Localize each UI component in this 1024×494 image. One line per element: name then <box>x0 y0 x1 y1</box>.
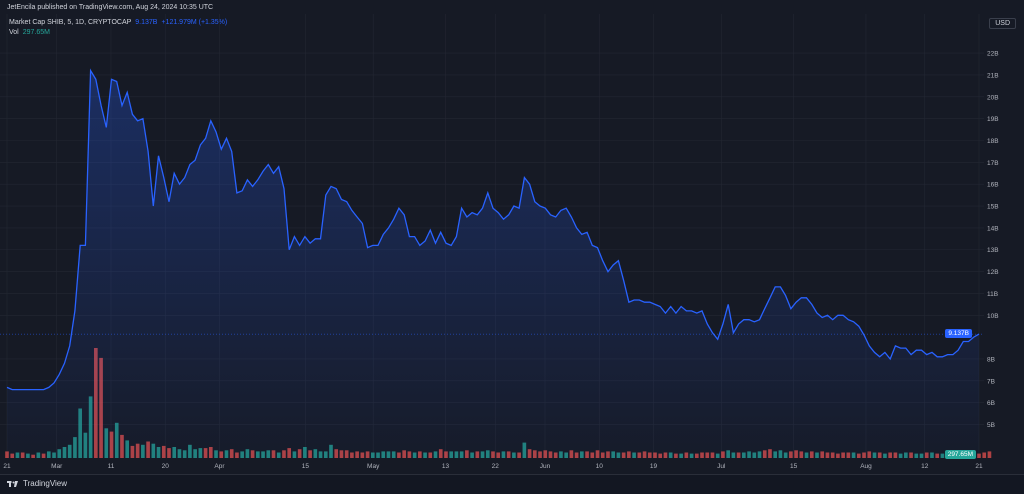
x-tick-label: 12 <box>921 463 929 470</box>
y-tick-label: 7B <box>987 378 995 385</box>
x-tick-label: 20 <box>162 463 170 470</box>
price-area <box>7 70 979 458</box>
chart-area[interactable]: 22B 21B 20B 19B 18B 17B 16B 15B 14B 13B 12B 11B 10B 8… <box>0 14 999 470</box>
x-tick-label: 21 <box>3 463 11 470</box>
volume-bar <box>987 451 992 458</box>
y-tick-label: 22B <box>987 51 999 58</box>
volume-label: Vol <box>9 29 19 36</box>
price-line <box>6 68 980 391</box>
x-tick-label: Jul <box>717 463 726 470</box>
tradingview-logo-icon <box>7 480 18 487</box>
y-tick-label: 20B <box>987 94 999 101</box>
x-tick-label: 19 <box>650 463 658 470</box>
volume-tag: 297.65M <box>944 450 976 459</box>
y-tick-label: 15B <box>987 204 999 211</box>
y-tick-label: 11B <box>987 291 998 298</box>
y-tick-label: 8B <box>987 356 995 363</box>
currency-button[interactable]: USD <box>989 18 1016 29</box>
publisher-text: JetEncila published on TradingView.com, … <box>7 4 214 11</box>
x-tick-label: 21 <box>975 463 983 470</box>
y-tick-label: 10B <box>987 313 999 320</box>
symbol-value: 9.137B <box>135 19 158 26</box>
symbol-change: +121.979M (+1.35%) <box>161 19 228 26</box>
last-price-tag: 9.137B <box>945 329 972 339</box>
y-tick-label: 6B <box>987 400 995 407</box>
y-tick-label: 19B <box>987 116 999 123</box>
y-tick-label: 14B <box>987 225 999 232</box>
volume-bar <box>982 452 987 458</box>
symbol-name: Market Cap SHIB, 5, 1D, CRYPTOCAP <box>9 19 132 26</box>
y-tick-label: 5B <box>987 422 995 429</box>
x-tick-label: 15 <box>302 463 310 470</box>
x-tick-label: 22 <box>492 463 500 470</box>
x-tick-label: 15 <box>790 463 798 470</box>
volume-value: 297.65M <box>22 29 50 36</box>
x-tick-label: 10 <box>596 463 604 470</box>
brand[interactable]: TradingView <box>7 479 67 488</box>
y-tick-label: 16B <box>987 182 999 189</box>
volume-legend[interactable]: Vol 297.65M <box>9 29 54 36</box>
x-tick-label: 13 <box>442 463 450 470</box>
price-chart[interactable]: 22B 21B 20B 19B 18B 17B 16B 15B 14B 13B 12B 11B 10B 8… <box>0 14 1024 474</box>
y-tick-label: 13B <box>987 247 999 254</box>
header-bar: JetEncila published on TradingView.com, … <box>0 0 1024 18</box>
footer-bar: TradingView <box>0 474 1024 494</box>
y-tick-label: 18B <box>987 138 999 145</box>
x-tick-label: May <box>367 463 380 470</box>
symbol-legend[interactable]: Market Cap SHIB, 5, 1D, CRYPTOCAP 9.137B +… <box>9 19 231 26</box>
x-tick-label: Jun <box>540 463 551 470</box>
y-tick-label: 21B <box>987 72 999 79</box>
x-tick-label: 11 <box>108 463 115 470</box>
x-tick-label: Mar <box>51 463 63 470</box>
x-tick-label: Apr <box>214 463 225 470</box>
brand-name: TradingView <box>23 479 68 488</box>
x-tick-label: Aug <box>860 463 872 470</box>
y-tick-label: 17B <box>987 160 999 167</box>
y-tick-label: 12B <box>987 269 999 276</box>
